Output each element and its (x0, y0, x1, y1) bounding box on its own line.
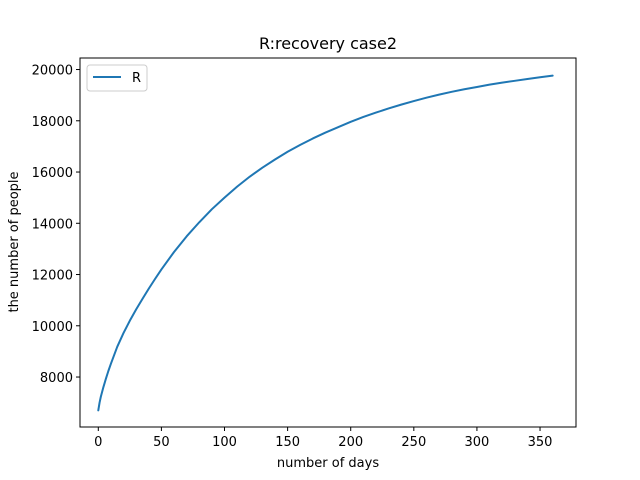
x-tick-label: 50 (153, 435, 170, 450)
x-tick-label: 150 (275, 435, 300, 450)
legend-entry-r: R (132, 71, 141, 86)
x-tick-label: 0 (94, 435, 102, 450)
y-tick-label: 12000 (32, 269, 73, 284)
y-tick-label: 10000 (32, 320, 73, 335)
x-tick-label: 100 (212, 435, 237, 450)
x-tick-label: 200 (338, 435, 363, 450)
y-axis-label: the number of people (7, 171, 22, 312)
chart-title: R:recovery case2 (259, 34, 397, 53)
y-tick-label: 18000 (32, 115, 73, 130)
x-tick-label: 350 (528, 435, 553, 450)
legend: R (86, 64, 148, 92)
plot-area-frame (79, 57, 577, 428)
x-axis-label: number of days (277, 456, 379, 471)
x-axis-ticks: 0 50 100 150 200 250 300 350 (94, 427, 552, 450)
series-line-r (97, 74, 554, 412)
x-tick-label: 300 (465, 435, 490, 450)
y-tick-label: 16000 (32, 166, 73, 181)
y-tick-label: 14000 (32, 217, 73, 232)
y-axis-ticks: 8000 10000 12000 14000 16000 18000 20000 (32, 64, 80, 386)
x-tick-label: 250 (401, 435, 426, 450)
y-tick-label: 20000 (32, 64, 73, 79)
y-tick-label: 8000 (40, 371, 73, 386)
